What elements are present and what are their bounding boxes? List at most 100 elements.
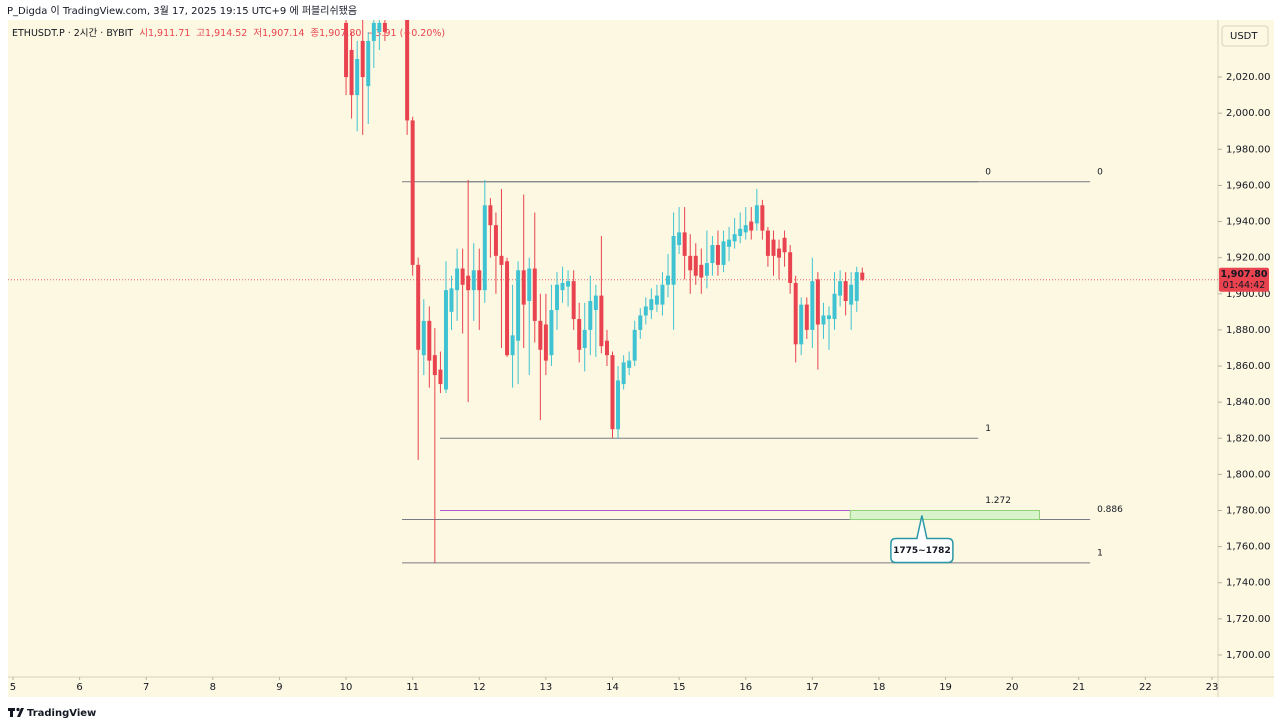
y-tick-label: 2,000.00 [1226, 108, 1271, 119]
x-tick-label: 18 [873, 682, 886, 693]
y-tick-label: 1,820.00 [1226, 433, 1271, 444]
candle-body [466, 275, 471, 291]
candle-body [410, 120, 415, 265]
candle-body [532, 268, 537, 321]
x-tick-label: 17 [806, 682, 819, 693]
footer-logo [8, 707, 24, 717]
currency-box [1221, 25, 1269, 47]
plot-area: ETHUSDT.P · 2시간 · BYBIT 시1,911.71 고1,914.5… [8, 20, 1218, 564]
x-tick-label: 16 [739, 682, 752, 693]
y-tick-label: 1,720.00 [1226, 614, 1271, 625]
y-tick-label: 1,800.00 [1226, 469, 1271, 480]
x-tick-label: 11 [406, 682, 419, 693]
candle-body [377, 22, 382, 32]
candle-body [677, 232, 682, 246]
y-tick-label: 1,700.00 [1226, 650, 1271, 661]
time-axis-background [8, 677, 1274, 697]
price-axis-background [1218, 20, 1274, 677]
x-tick-label: 23 [1206, 682, 1219, 693]
candle-body [616, 380, 621, 430]
plot-background [8, 20, 1218, 677]
candle-body [638, 315, 643, 330]
target-zone [849, 509, 1040, 521]
candle-body [360, 40, 365, 78]
legend-symbol: ETHUSDT.P · 2시간 · BYBIT [12, 28, 133, 39]
candle-body [826, 315, 831, 320]
candle-body [432, 355, 437, 376]
candle-body [627, 360, 632, 368]
last-price-label: 1,907.80 [1221, 269, 1268, 280]
candle-body [499, 255, 504, 265]
candle-body [455, 268, 460, 291]
x-tick-label: 9 [276, 682, 282, 693]
candle-body [582, 329, 587, 348]
candle-body [405, 20, 410, 121]
candle-body [493, 225, 498, 256]
candle-body [443, 290, 448, 390]
candle-body [471, 270, 476, 291]
candle-body [516, 270, 521, 341]
candle-body [849, 284, 854, 305]
candle-body [777, 248, 782, 258]
y-tick-label: 1,960.00 [1226, 180, 1271, 191]
x-tick-label: 8 [210, 682, 216, 693]
candle-body [349, 49, 354, 96]
candle-body [521, 270, 526, 305]
candle-body [693, 255, 698, 276]
candle-body [549, 310, 554, 356]
candle-body [854, 272, 859, 302]
candle-body [727, 239, 732, 247]
candle-body [754, 205, 759, 224]
fib-level-label: 0.886 [1097, 505, 1123, 515]
candle-body [743, 225, 748, 233]
candle-body [788, 252, 793, 283]
candle-body [416, 264, 421, 350]
candle-body [860, 272, 865, 280]
last-price-tag [1219, 267, 1269, 292]
y-tick-label: 1,920.00 [1226, 253, 1271, 264]
x-tick-label: 21 [1072, 682, 1085, 693]
candle-body [721, 241, 726, 265]
x-tick-label: 19 [939, 682, 952, 693]
candle-body [488, 205, 493, 226]
candle-body [710, 245, 715, 264]
candle-body [538, 320, 543, 350]
candle-body [771, 239, 776, 256]
x-tick-label: 22 [1139, 682, 1152, 693]
candle-body [604, 340, 609, 356]
axes: 1,700.00 1,720.00 1,740.00 1,760.00 1,780.00… [10, 72, 1271, 693]
candle-body [427, 320, 432, 361]
callout-box [890, 515, 954, 564]
x-tick-label: 10 [340, 682, 353, 693]
x-tick-label: 7 [143, 682, 149, 693]
candle-body [832, 293, 837, 320]
candle-body [593, 295, 598, 311]
candle-body [527, 268, 532, 302]
candle-body [654, 295, 659, 305]
candle-body [688, 255, 693, 271]
candle-body [804, 304, 809, 330]
candle-body [449, 288, 454, 312]
x-tick-label: 6 [76, 682, 82, 693]
x-tick-label: 20 [1006, 682, 1019, 693]
candle-body [571, 281, 576, 320]
candle-body [704, 263, 709, 276]
candle-body [660, 284, 665, 305]
countdown-label: 01:44:42 [1223, 280, 1266, 291]
candle-body [355, 59, 360, 96]
y-tick-label: 1,760.00 [1226, 542, 1271, 553]
candle-body [577, 319, 582, 350]
candle-body [366, 40, 371, 87]
fib-level-label: 0 [985, 167, 991, 177]
candle-body [555, 284, 560, 311]
candle-body [438, 369, 443, 385]
candle-body [699, 264, 704, 278]
legend-open: 시1,911.71 [139, 28, 190, 39]
candle-body [344, 22, 349, 78]
x-tick-label: 13 [540, 682, 553, 693]
candle-body [621, 362, 626, 385]
candle-body [477, 270, 482, 291]
y-tick-label: 1,940.00 [1226, 217, 1271, 228]
